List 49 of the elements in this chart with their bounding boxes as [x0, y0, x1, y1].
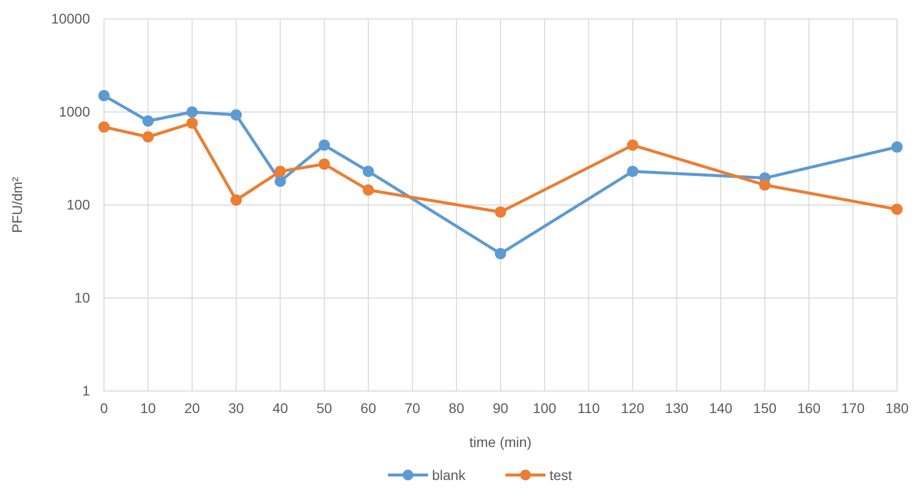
point — [362, 166, 374, 177]
x-tick-label: 30 — [228, 400, 244, 416]
point — [142, 115, 154, 127]
x-tick-label: 50 — [316, 400, 332, 416]
point — [274, 176, 286, 187]
point — [891, 141, 903, 153]
point — [274, 166, 286, 177]
point — [362, 184, 374, 196]
point — [891, 204, 903, 215]
legend-label: blank — [432, 467, 466, 483]
point — [186, 106, 198, 118]
point — [230, 109, 242, 121]
x-tick-label: 160 — [797, 400, 821, 416]
point — [759, 179, 770, 191]
x-tick-label: 180 — [885, 400, 909, 416]
point — [98, 90, 110, 102]
x-tick-label: 70 — [404, 400, 420, 416]
point — [318, 140, 330, 151]
legend-label: test — [549, 467, 572, 483]
x-tick-label: 20 — [184, 400, 200, 416]
point — [98, 121, 110, 133]
point — [142, 131, 154, 143]
x-tick-label: 0 — [100, 400, 108, 416]
x-tick-label: 140 — [709, 400, 733, 416]
point — [494, 206, 506, 218]
x-tick-label: 100 — [532, 400, 556, 416]
point — [494, 248, 506, 260]
x-tick-label: 130 — [665, 400, 689, 416]
x-axis-title: time (min) — [469, 434, 532, 450]
point — [186, 117, 198, 129]
x-tick-label: 170 — [841, 400, 865, 416]
y-tick-label: 1000 — [58, 103, 90, 120]
x-tick-label: 10 — [140, 400, 156, 416]
y-axis-title: PFU/dm² — [9, 176, 25, 233]
point — [230, 194, 242, 206]
y-tick-label: 10000 — [51, 10, 90, 26]
point — [627, 140, 638, 151]
y-tick-label: 100 — [66, 196, 90, 212]
y-tick-label: 1 — [82, 382, 90, 398]
x-tick-label: 40 — [272, 400, 288, 416]
point — [627, 166, 638, 177]
x-tick-label: 120 — [620, 400, 645, 416]
x-tick-label: 110 — [577, 400, 600, 416]
x-tick-label: 60 — [360, 400, 376, 416]
x-tick-label: 80 — [448, 400, 464, 416]
y-tick-label: 10 — [74, 289, 90, 306]
x-tick-label: 90 — [492, 400, 508, 416]
x-tick-label: 150 — [753, 400, 777, 416]
point — [318, 158, 330, 170]
